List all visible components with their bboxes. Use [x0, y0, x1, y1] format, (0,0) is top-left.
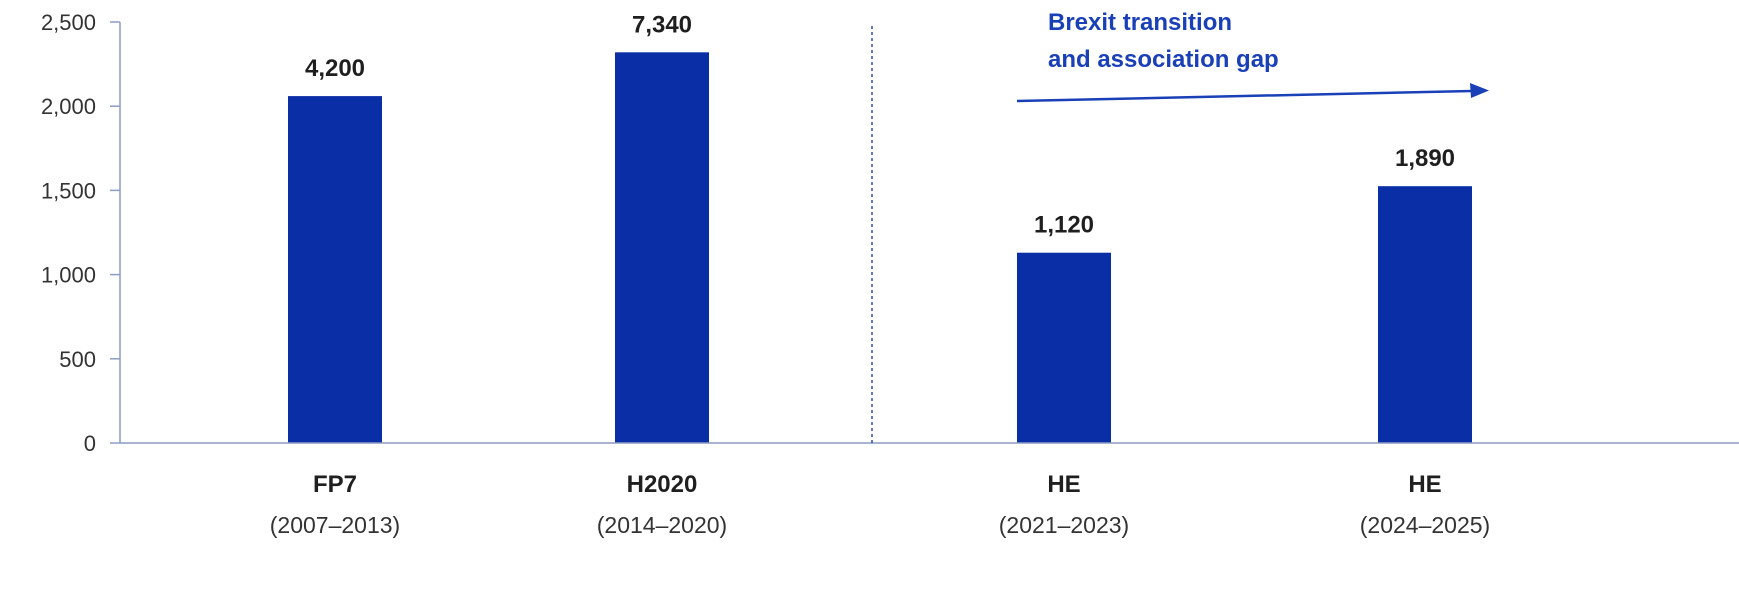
- bar-data-labels: 4,200 7,340 1,120 1,890: [305, 11, 1455, 238]
- annotation-line-1: Brexit transition: [1048, 9, 1232, 36]
- category-label: HE: [1047, 471, 1080, 498]
- bar-value-label: 1,890: [1395, 145, 1455, 172]
- bar-value-label: 7,340: [632, 11, 692, 38]
- category-label: H2020: [627, 471, 698, 498]
- bar: [288, 96, 382, 443]
- annotation-arrow-head: [1470, 83, 1489, 98]
- category-period-label: (2007–2013): [270, 512, 400, 538]
- bar-value-label: 1,120: [1034, 212, 1094, 239]
- y-tick-label: 500: [59, 347, 96, 372]
- bar: [1378, 186, 1472, 443]
- bar-value-label: 4,200: [305, 55, 365, 82]
- annotation-arrow: [1016, 89, 1473, 103]
- y-tick-label: 2,500: [41, 10, 96, 35]
- bar: [1017, 252, 1111, 443]
- annotation-group: Brexit transition and association gap: [1016, 9, 1489, 103]
- x-axis-category-labels: FP7 (2007–2013) H2020 (2014–2020) HE (2021–20…: [270, 471, 1490, 538]
- bars: [288, 52, 1472, 443]
- category-period-label: (2024–2025): [1360, 512, 1490, 538]
- y-tick-label: 1,000: [41, 263, 96, 288]
- y-tick-label: 1,500: [41, 178, 96, 203]
- category-label: HE: [1408, 471, 1441, 498]
- category-period-label: (2021–2023): [999, 512, 1129, 538]
- y-axis-ticks: 0 500 1,000 1,500 2,000 2,500: [41, 10, 120, 456]
- annotation-line-2: and association gap: [1048, 46, 1279, 73]
- category-label: FP7: [313, 471, 357, 498]
- y-tick-label: 0: [84, 431, 96, 456]
- category-period-label: (2014–2020): [597, 512, 727, 538]
- bar: [615, 52, 709, 443]
- y-tick-label: 2,000: [41, 94, 96, 119]
